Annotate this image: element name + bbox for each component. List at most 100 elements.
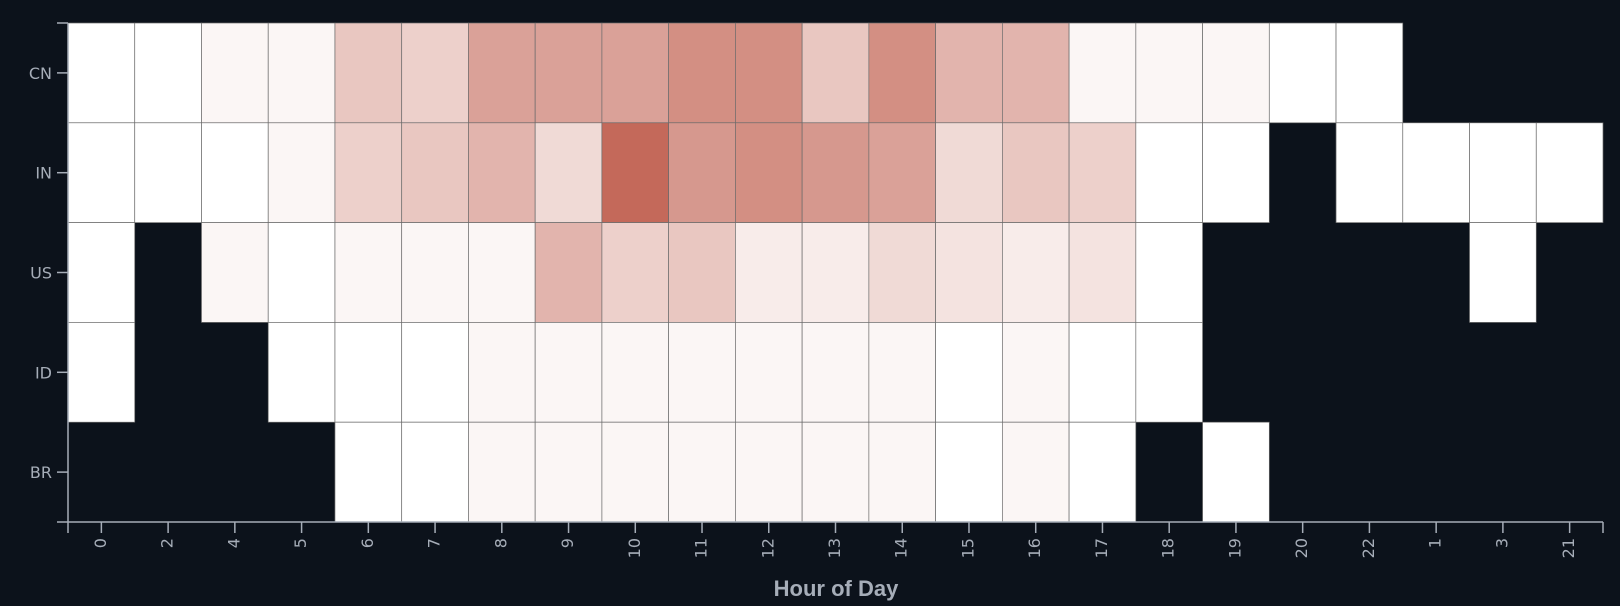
heatmap-cell-US-15 (935, 222, 1003, 323)
y-tick-label: CN (29, 64, 52, 83)
heatmap-cell-IN-9 (534, 122, 603, 223)
heatmap-cell-CN-10 (601, 22, 669, 124)
heatmap-cell-IN-11 (668, 122, 736, 223)
heatmap-cell-ID-11 (668, 322, 736, 423)
heatmap-cell-US-14 (868, 222, 936, 323)
x-tick-label: 10 (625, 538, 644, 558)
heatmap-cell-IN-2 (134, 122, 202, 223)
heatmap-cell-ID-7 (401, 322, 469, 423)
heatmap-cell-ID-5 (267, 322, 336, 423)
heatmap-cell-BR-10 (601, 421, 669, 523)
heatmap-cell-US-16 (1001, 222, 1070, 323)
x-tick-label: 13 (825, 538, 844, 558)
heatmap-cell-BR-11 (668, 421, 736, 523)
heatmap-cell-ID-0 (67, 322, 136, 423)
heatmap-cell-ID-17 (1068, 322, 1137, 423)
heatmap-cell-IN-21 (1535, 122, 1604, 223)
x-axis: 0 2 4 5 6 7 8 9 10 11 12 13 14 15 16 17 18 19 20 22 1 3 21 (67, 521, 1604, 558)
heatmap-cell-BR-16 (1001, 421, 1070, 523)
heatmap-cell-ID-10 (601, 322, 669, 423)
y-tick-label: US (30, 264, 52, 283)
heatmap-cell-US-12 (735, 222, 803, 323)
x-tick-label: 0 (91, 538, 110, 548)
heatmap-cell-ID-9 (534, 322, 603, 423)
heatmap-cell-US-11 (668, 222, 736, 323)
heatmap-cell-IN-15 (935, 122, 1003, 223)
heatmap-cell-BR-7 (401, 421, 469, 523)
heatmap-cell-BR-6 (334, 421, 403, 523)
heatmap-cell-US-0 (67, 222, 136, 323)
heatmap-cell-ID-16 (1001, 322, 1070, 423)
heatmap-cell-BR-12 (735, 421, 803, 523)
heatmap-cell-CN-17 (1068, 22, 1137, 124)
heatmap-cell-ID-13 (801, 322, 870, 423)
heatmap-cell-IN-13 (801, 122, 870, 223)
x-tick-label: 17 (1092, 538, 1111, 558)
heatmap-cell-US-5 (267, 222, 336, 323)
heatmap-cell-BR-17 (1068, 421, 1137, 523)
heatmap-cell-ID-6 (334, 322, 403, 423)
x-tick-label: 21 (1559, 538, 1578, 558)
heatmap-cell-BR-8 (468, 421, 536, 523)
x-tick-label: 20 (1292, 538, 1311, 558)
heatmap-cell-CN-9 (534, 22, 603, 124)
x-tick-label: 1 (1426, 538, 1445, 548)
heatmap-cell-US-18 (1135, 222, 1203, 323)
heatmap-cell-CN-0 (67, 22, 136, 124)
heatmap-cell-IN-5 (267, 122, 336, 223)
heatmap-cell-IN-16 (1001, 122, 1070, 223)
heatmap-cell-IN-12 (735, 122, 803, 223)
heatmap-cell-US-9 (534, 222, 603, 323)
x-tick-label: 7 (425, 538, 444, 548)
heatmap-cell-CN-20 (1268, 22, 1337, 124)
x-tick-label: 11 (692, 538, 711, 558)
heatmap-cell-US-8 (468, 222, 536, 323)
heatmap-cell-CN-13 (801, 22, 870, 124)
heatmap-cell-IN-0 (67, 122, 136, 223)
heatmap-cell-CN-14 (868, 22, 936, 124)
x-tick-label: 19 (1225, 538, 1244, 558)
heatmap-cell-CN-12 (735, 22, 803, 124)
heatmap-cell-IN-3 (1469, 122, 1537, 223)
heatmap-cell-CN-7 (401, 22, 469, 124)
heatmap-cell-CN-4 (201, 22, 269, 124)
x-tick-label: 3 (1492, 538, 1511, 548)
y-tick-label: BR (30, 463, 52, 482)
heatmap-cell-US-4 (201, 222, 269, 323)
heatmap-cell-IN-6 (334, 122, 403, 223)
x-tick-label: 22 (1359, 538, 1378, 558)
heatmap-cell-IN-17 (1068, 122, 1137, 223)
heatmap-cell-US-6 (334, 222, 403, 323)
heatmap-cell-US-3 (1469, 222, 1537, 323)
heatmap-cell-CN-6 (334, 22, 403, 124)
heatmap-cell-BR-19 (1202, 421, 1270, 523)
heatmap-cell-IN-7 (401, 122, 469, 223)
heatmap-cell-CN-8 (468, 22, 536, 124)
heatmap-cell-CN-18 (1135, 22, 1203, 124)
heatmap-cell-IN-18 (1135, 122, 1203, 223)
x-tick-label: 5 (291, 538, 310, 548)
heatmap-cell-US-7 (401, 222, 469, 323)
heatmap-cell-CN-19 (1202, 22, 1270, 124)
y-tick-label: IN (35, 164, 52, 183)
heatmap-cell-BR-14 (868, 421, 936, 523)
y-axis: CN IN US ID BR (29, 22, 69, 523)
heatmap-cell-CN-15 (935, 22, 1003, 124)
x-tick-label: 16 (1025, 538, 1044, 558)
heatmap-cell-BR-9 (534, 421, 603, 523)
heatmap-cell-CN-22 (1335, 22, 1404, 124)
x-tick-label: 6 (358, 538, 377, 548)
x-tick-label: 8 (491, 538, 510, 548)
heatmap-cell-IN-4 (201, 122, 269, 223)
heatmap-cell-IN-8 (468, 122, 536, 223)
heatmap-cell-US-10 (601, 222, 669, 323)
y-tick-label: ID (35, 363, 52, 382)
heatmap-cell-IN-19 (1202, 122, 1270, 223)
heatmap-cell-ID-18 (1135, 322, 1203, 423)
heatmap-cell-ID-12 (735, 322, 803, 423)
x-tick-label: 2 (158, 538, 177, 548)
x-tick-label: 9 (558, 538, 577, 548)
x-axis-title: Hour of Day (774, 576, 899, 601)
heatmap-cell-IN-10 (601, 122, 669, 223)
